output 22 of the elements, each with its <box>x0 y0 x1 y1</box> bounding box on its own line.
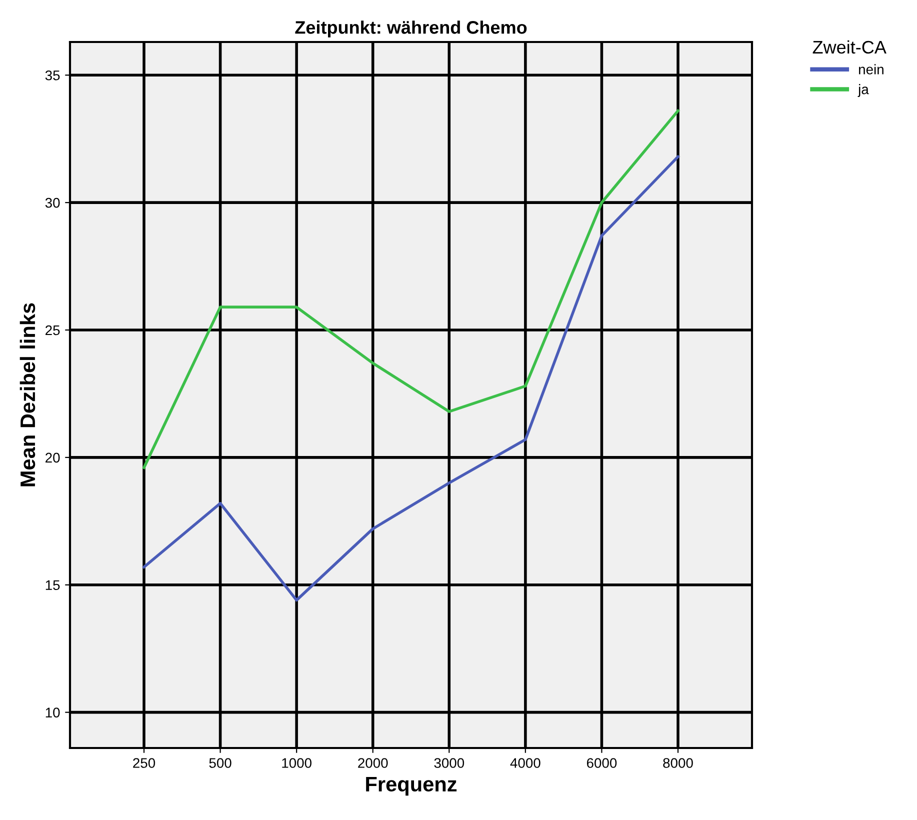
legend-title: Zweit-CA <box>812 40 886 54</box>
chart-title: Zeitpunkt: während Chemo <box>295 20 527 38</box>
legend-label: nein <box>858 64 884 74</box>
y-tick-label: 30 <box>45 198 60 208</box>
y-tick-label: 35 <box>45 70 60 80</box>
x-tick-label: 1000 <box>282 758 312 768</box>
y-tick-label: 10 <box>46 708 60 718</box>
x-tick-label: 6000 <box>586 758 617 768</box>
x-tick-label: 3000 <box>434 758 464 768</box>
x-tick-label: 2000 <box>358 758 388 768</box>
x-tick-label: 4000 <box>510 758 540 768</box>
legend-label: ja <box>858 84 869 97</box>
x-tick-label: 500 <box>209 758 232 768</box>
y-tick-label: 20 <box>46 452 60 463</box>
y-tick-label: 15 <box>46 580 60 590</box>
line-series <box>142 109 680 470</box>
x-tick-label: 8000 <box>663 758 693 768</box>
line-series <box>142 155 680 602</box>
x-axis-title: Frequenz <box>366 776 457 796</box>
y-axis-title: Mean Dezibel links <box>20 303 36 486</box>
x-tick-label: 250 <box>133 758 156 768</box>
y-tick-label: 25 <box>46 325 60 336</box>
